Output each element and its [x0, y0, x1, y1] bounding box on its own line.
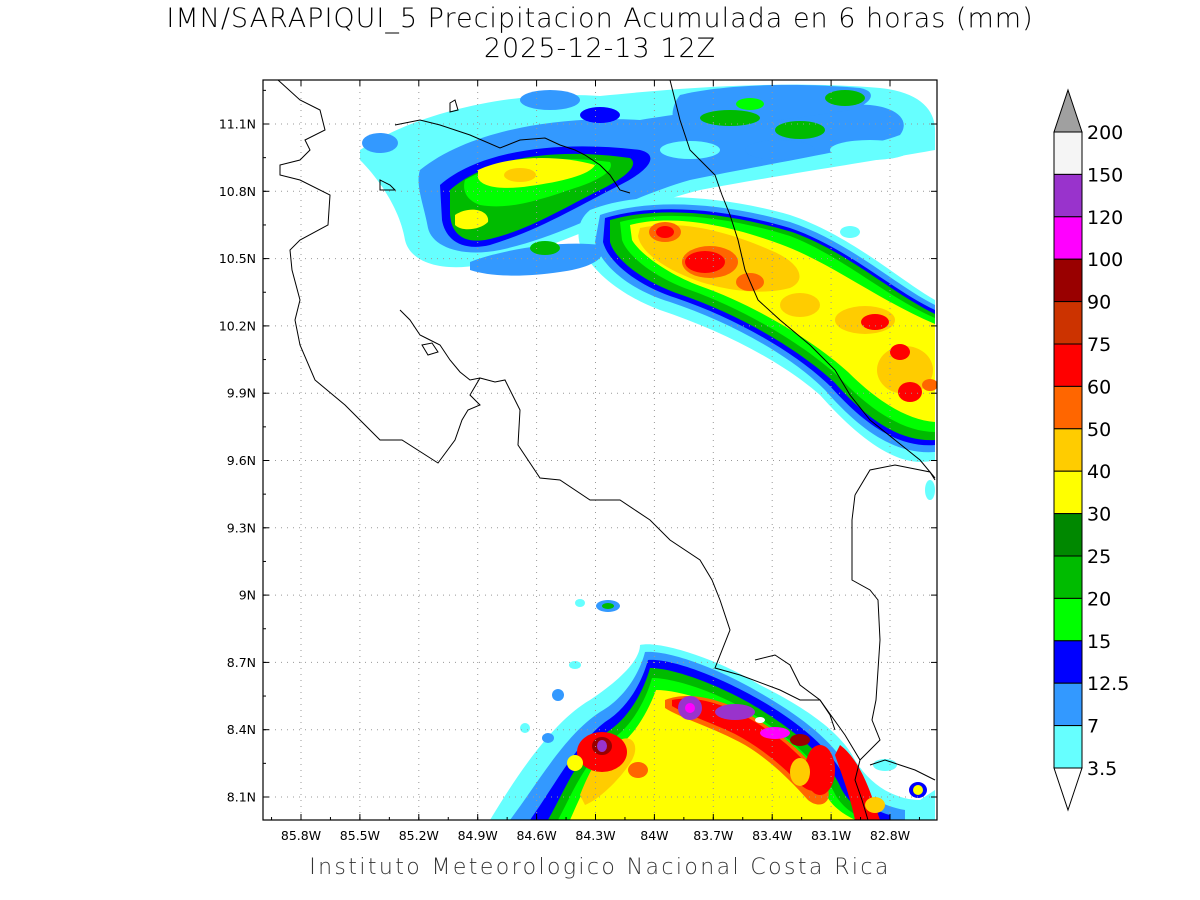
colorbar-swatch [1053, 173, 1083, 218]
latitude-axis: 11.1N 10.8N 10.5N 10.2N 9.9N 9.6N 9.3N 9N 8.7N 8.… [219, 89, 937, 805]
colorbar-swatch [1053, 555, 1083, 599]
x-tick-label: 85.2W [399, 828, 439, 843]
x-tick-label: 83.1W [811, 828, 851, 843]
panama-border [851, 464, 936, 761]
colorbar-extend-bottom [1053, 767, 1083, 812]
colorbar-extend-top [1053, 88, 1083, 133]
colorbar-swatch [1053, 682, 1083, 727]
colorbar-swatch [1053, 301, 1083, 345]
x-tick-label: 85.8W [281, 828, 321, 843]
colorbar-label: 100 [1087, 249, 1123, 271]
x-tick-label: 82.8W [870, 828, 910, 843]
y-tick-label: 9.9N [227, 386, 256, 401]
costa-rica-nicaragua-border [394, 119, 631, 194]
colorbar-label: 20 [1087, 588, 1111, 610]
x-tick-label: 83.4W [752, 828, 792, 843]
y-tick-label: 11.1N [219, 117, 256, 132]
colorbar-label: 30 [1087, 504, 1111, 526]
colorbar-swatch [1053, 513, 1083, 557]
y-tick-label: 10.5N [219, 251, 256, 266]
footer-credit: Instituto Meteorologico Nacional Costa R… [309, 855, 891, 880]
y-tick-label: 8.4N [227, 722, 256, 737]
nicaragua-lake-coast [277, 80, 869, 820]
colorbar-swatch [1053, 216, 1083, 260]
x-tick-label: 84.9W [458, 828, 498, 843]
x-tick-label: 83.7W [693, 828, 733, 843]
colorbar-label: 15 [1087, 631, 1111, 653]
colorbar-label: 3.5 [1087, 758, 1117, 780]
y-tick-label: 9.3N [227, 520, 256, 535]
colorbar-label: 120 [1087, 207, 1123, 229]
colorbar-swatch [1053, 258, 1083, 303]
nicoya-gulf-coast [399, 309, 481, 381]
coastlines-and-borders [277, 80, 936, 820]
y-tick-label: 9N [239, 588, 256, 603]
colorbar-swatch [1053, 597, 1083, 642]
colorbar-swatch [1053, 470, 1083, 515]
y-tick-label: 8.7N [227, 655, 256, 670]
lake-coast [379, 179, 397, 191]
map-subtitle-datetime: 2025-12-13 12Z [483, 33, 717, 64]
burica-coast [869, 759, 936, 781]
nicoya-island [421, 342, 439, 356]
colorbar-label: 12.5 [1087, 673, 1129, 695]
map-frame [262, 79, 938, 821]
x-tick-label: 85.5W [340, 828, 380, 843]
longitude-axis: 85.8W 85.5W 85.2W 84.9W 84.6W 84.3W 84W 83.7W 83… [271, 80, 920, 843]
x-tick-label: 84.3W [575, 828, 615, 843]
colorbar-label: 7 [1087, 716, 1099, 738]
colorbar-label: 200 [1087, 122, 1123, 144]
map-gridlines [263, 80, 937, 820]
colorbar-swatch [1053, 725, 1083, 769]
x-tick-label: 84W [640, 828, 668, 843]
colorbar-swatch [1053, 428, 1083, 472]
caribbean-coast [669, 80, 936, 479]
colorbar-label: 150 [1087, 164, 1123, 186]
colorbar-label: 75 [1087, 334, 1111, 356]
precipitation-field [360, 84, 937, 820]
colorbar-label: 90 [1087, 292, 1111, 314]
rain-band-north [360, 84, 935, 268]
colorbar-label: 40 [1087, 461, 1111, 483]
y-tick-label: 9.6N [227, 453, 256, 468]
colorbar-swatch [1053, 385, 1083, 430]
colorbar-legend: 200 150 120 100 90 75 60 50 40 30 25 20 15 12.5 7 3.5 [1053, 88, 1129, 812]
colorbar-swatch [1053, 131, 1083, 175]
y-tick-label: 10.2N [219, 318, 256, 333]
colorbar-swatch [1053, 343, 1083, 387]
colorbar-swatch [1053, 640, 1083, 684]
rain-band-south [490, 480, 935, 820]
lake-island [449, 99, 459, 113]
osa-peninsula-coast [754, 654, 836, 731]
colorbar-label: 25 [1087, 546, 1111, 568]
colorbar-label: 60 [1087, 376, 1111, 398]
x-tick-label: 84.6W [516, 828, 556, 843]
y-tick-label: 8.1N [227, 790, 256, 805]
colorbar-label: 50 [1087, 419, 1111, 441]
map-title: IMN/SARAPIQUI_5 Precipitacion Acumulada … [166, 3, 1034, 34]
y-tick-label: 10.8N [219, 184, 256, 199]
